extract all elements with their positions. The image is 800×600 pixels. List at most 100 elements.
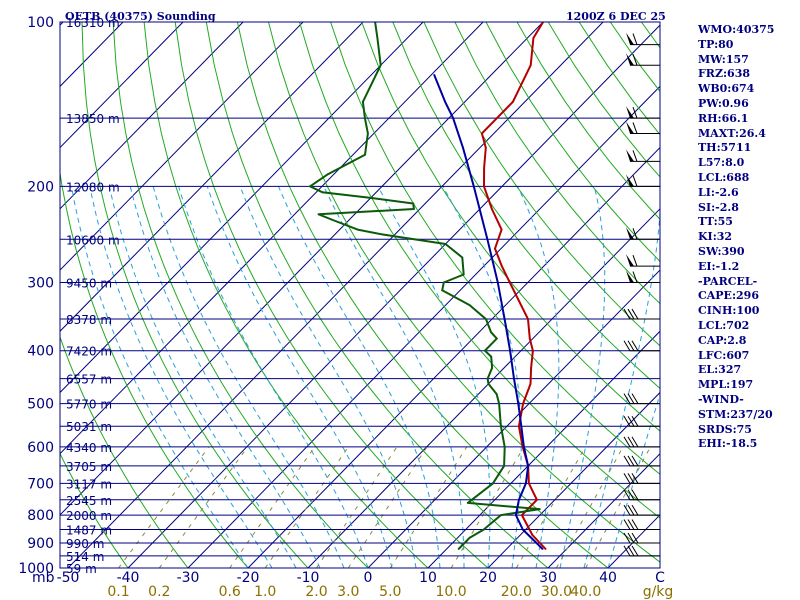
mixing-ratio-line bbox=[118, 446, 210, 568]
moist-adiabat-line bbox=[442, 186, 522, 568]
pressure-unit-label: mb bbox=[32, 570, 55, 586]
dry-adiabat-line bbox=[205, 22, 549, 568]
index-item: FRZ:638 bbox=[698, 67, 751, 81]
pressure-tick-label: 300 bbox=[27, 276, 54, 292]
parcel-point bbox=[452, 117, 454, 119]
height-label: 2000 m bbox=[66, 509, 112, 523]
pressure-tick-label: 900 bbox=[27, 536, 54, 552]
dewpoint-point bbox=[486, 377, 489, 380]
height-label: 16310 m bbox=[66, 16, 120, 30]
isotherm-line bbox=[67, 22, 604, 568]
temperature-point bbox=[481, 132, 483, 135]
isotherm-line bbox=[187, 85, 660, 568]
moist-adiabat-line bbox=[129, 186, 321, 568]
mixing-ratio-label: 0.2 bbox=[148, 584, 170, 600]
index-item: EI:-1.2 bbox=[698, 259, 740, 273]
dewpoint-point bbox=[381, 233, 384, 236]
dewpoint-point bbox=[490, 331, 492, 334]
temperature-point bbox=[528, 337, 531, 340]
height-label: 8378 m bbox=[66, 313, 112, 327]
dewpoint-point bbox=[503, 446, 506, 448]
index-item: LI:-2.6 bbox=[698, 185, 739, 199]
pressure-tick-label: 700 bbox=[27, 476, 54, 492]
isotherm-line bbox=[60, 22, 184, 149]
isotherm-line bbox=[60, 22, 424, 394]
wind-barb-feather bbox=[623, 308, 631, 320]
wind-barb bbox=[626, 270, 660, 284]
mixing-ratio-line bbox=[450, 446, 525, 568]
wind-barb bbox=[623, 436, 660, 448]
wind-barb bbox=[626, 53, 660, 66]
temperature-point bbox=[522, 402, 524, 405]
temperature-point bbox=[500, 265, 503, 267]
dewpoint-point bbox=[364, 117, 366, 119]
pressure-tick-label: 1000 bbox=[18, 561, 54, 577]
mixing-ratio-line bbox=[316, 446, 398, 568]
wind-barb bbox=[623, 455, 660, 467]
dewpoint-point bbox=[482, 528, 485, 531]
mixing-ratio-unit-label: g/kg bbox=[643, 584, 674, 600]
mixing-ratio-label: 40.0 bbox=[570, 584, 601, 600]
wind-barb-feather bbox=[627, 436, 635, 448]
index-item: SI:-2.8 bbox=[698, 200, 739, 214]
dewpoint-point bbox=[500, 425, 502, 428]
height-label: 5031 m bbox=[66, 420, 112, 434]
mixing-ratio-line bbox=[229, 446, 316, 568]
temperature-tick-label: -50 bbox=[57, 570, 80, 586]
temperature-point bbox=[530, 367, 532, 369]
wind-barb-flag bbox=[626, 174, 634, 187]
temperature-point bbox=[494, 247, 496, 250]
plot-frame bbox=[59, 21, 661, 569]
wind-barb bbox=[623, 519, 660, 530]
wind-barb-feather bbox=[623, 455, 631, 467]
wind-barb bbox=[626, 121, 660, 134]
parcel-point bbox=[462, 146, 464, 149]
index-item: TP:80 bbox=[698, 37, 734, 51]
wind-barb-flag bbox=[626, 32, 634, 45]
dewpoint-point bbox=[356, 228, 359, 231]
wind-barb-feather bbox=[632, 33, 638, 45]
index-item: -PARCEL- bbox=[698, 274, 758, 288]
wind-barb-flag bbox=[626, 254, 634, 267]
temperature-tick-label: 10 bbox=[419, 570, 437, 586]
wind-barb-feather bbox=[623, 489, 631, 501]
pressure-tick-label: 600 bbox=[27, 440, 54, 456]
moist-adiabat-line bbox=[377, 186, 491, 568]
isotherm-line bbox=[547, 452, 660, 568]
height-label: 1487 m bbox=[66, 524, 112, 538]
mixing-ratio-line bbox=[158, 446, 249, 568]
pressure-tick-label: 100 bbox=[27, 15, 54, 31]
mixing-ratio-line bbox=[585, 446, 651, 568]
index-item: SRDS:75 bbox=[698, 422, 752, 436]
wind-barb-flag bbox=[626, 53, 634, 66]
dewpoint-point bbox=[362, 100, 364, 103]
wind-barb-feather bbox=[627, 545, 635, 557]
moist-adiabat-line bbox=[323, 186, 465, 568]
parcel-point bbox=[517, 402, 520, 405]
parcel-point bbox=[541, 548, 544, 550]
wind-barb-feather bbox=[631, 545, 639, 557]
dewpoint-point bbox=[490, 355, 493, 358]
parcel-point bbox=[527, 465, 529, 467]
dewpoint-point bbox=[462, 273, 465, 276]
temperature-point bbox=[544, 548, 547, 550]
dewpoint-point bbox=[468, 536, 471, 539]
wind-barb-feather bbox=[632, 254, 638, 267]
height-label: 7420 m bbox=[66, 345, 112, 359]
wind-barb bbox=[623, 545, 660, 557]
index-item: CAPE:296 bbox=[698, 289, 759, 303]
temperature-point bbox=[521, 514, 523, 516]
wind-barb-feather bbox=[623, 436, 631, 448]
index-item: SW:390 bbox=[698, 244, 745, 258]
temperature-tick-label: 0 bbox=[364, 570, 373, 586]
height-label: 3117 m bbox=[66, 477, 112, 491]
parcel-path-line bbox=[433, 74, 544, 550]
parcel-point bbox=[520, 425, 523, 428]
wind-barb bbox=[623, 308, 660, 320]
temperature-point bbox=[500, 228, 503, 231]
wind-barb-feather bbox=[627, 504, 635, 516]
pressure-tick-label: 400 bbox=[27, 344, 54, 360]
wind-barb bbox=[626, 254, 660, 267]
